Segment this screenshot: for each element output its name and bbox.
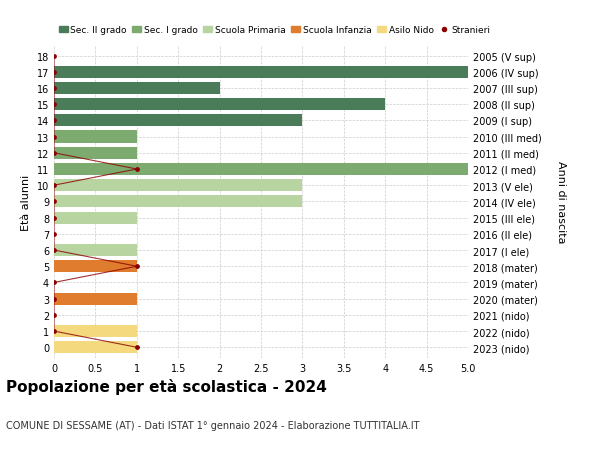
Bar <box>54 147 137 160</box>
Bar <box>54 261 137 273</box>
Point <box>49 247 59 254</box>
Point <box>49 85 59 92</box>
Bar <box>54 131 137 143</box>
Point <box>49 230 59 238</box>
Point <box>49 53 59 60</box>
Text: Popolazione per età scolastica - 2024: Popolazione per età scolastica - 2024 <box>6 379 327 395</box>
Legend: Sec. II grado, Sec. I grado, Scuola Primaria, Scuola Infanzia, Asilo Nido, Stran: Sec. II grado, Sec. I grado, Scuola Prim… <box>59 26 490 35</box>
Bar <box>54 180 302 192</box>
Point <box>49 328 59 335</box>
Bar <box>54 212 137 224</box>
Bar <box>54 293 137 305</box>
Point <box>49 101 59 109</box>
Y-axis label: Età alunni: Età alunni <box>21 174 31 230</box>
Point <box>49 182 59 190</box>
Bar <box>54 99 385 111</box>
Point <box>49 69 59 76</box>
Point <box>49 295 59 302</box>
Bar <box>54 115 302 127</box>
Text: COMUNE DI SESSAME (AT) - Dati ISTAT 1° gennaio 2024 - Elaborazione TUTTITALIA.IT: COMUNE DI SESSAME (AT) - Dati ISTAT 1° g… <box>6 420 419 430</box>
Point <box>49 198 59 206</box>
Point <box>49 150 59 157</box>
Bar <box>54 244 137 257</box>
Bar <box>54 163 468 176</box>
Bar <box>54 325 137 337</box>
Point <box>49 214 59 222</box>
Point <box>49 118 59 125</box>
Bar <box>54 83 220 95</box>
Y-axis label: Anni di nascita: Anni di nascita <box>556 161 566 243</box>
Point <box>49 279 59 286</box>
Point <box>132 263 142 270</box>
Bar <box>54 341 137 353</box>
Point <box>132 344 142 351</box>
Bar <box>54 67 468 78</box>
Bar <box>54 196 302 208</box>
Point <box>49 312 59 319</box>
Point <box>132 166 142 174</box>
Point <box>49 134 59 141</box>
